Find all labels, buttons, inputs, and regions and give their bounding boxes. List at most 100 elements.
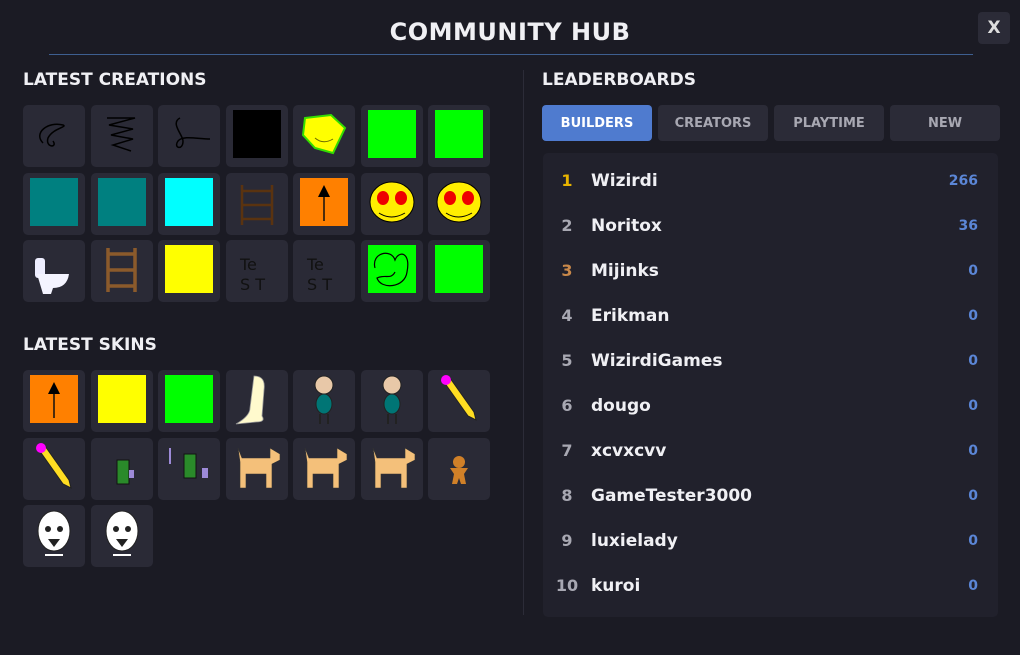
leaderboard-row[interactable]: 2 Noritox 36	[543, 203, 998, 248]
skin-tile[interactable]	[293, 370, 355, 432]
skin-tile[interactable]	[23, 505, 85, 567]
score: 0	[968, 532, 978, 549]
rank: 6	[561, 396, 573, 415]
skin-tile[interactable]	[360, 436, 423, 502]
player-name: xcvxcvv	[591, 440, 667, 461]
player-name: Noritox	[591, 215, 662, 236]
score: 0	[968, 577, 978, 594]
rank: 1	[561, 171, 573, 190]
creation-tile[interactable]: Te S T	[293, 240, 355, 302]
skin-tile[interactable]	[158, 370, 220, 432]
skin-tile[interactable]	[158, 437, 220, 500]
leaderboard-row[interactable]: 1 Wizirdi 266	[543, 158, 998, 203]
player-name: GameTester3000	[591, 485, 753, 506]
player-name: WizirdiGames	[591, 350, 723, 371]
test-text-sketch-icon: Te S T	[226, 238, 288, 304]
creation-tile[interactable]	[360, 103, 423, 169]
rank: 7	[561, 441, 573, 460]
skin-tile[interactable]	[23, 370, 85, 432]
player-name: Mijinks	[591, 260, 659, 281]
creation-tile[interactable]: Te S T	[225, 238, 288, 304]
tan-dog-icon	[361, 436, 423, 502]
pencil-icon	[428, 368, 490, 434]
close-button[interactable]: X	[978, 12, 1010, 44]
leaderboard-row[interactable]: 3 Mijinks 0	[543, 248, 998, 293]
svg-text:Te: Te	[306, 255, 324, 274]
score: 0	[968, 397, 978, 414]
skins-grid	[23, 370, 490, 567]
skin-tile[interactable]	[428, 370, 490, 432]
solid-color-icon	[158, 238, 220, 304]
brown-ladder-sketch-icon	[226, 171, 288, 237]
player-name: dougo	[591, 395, 651, 416]
creation-tile[interactable]	[90, 240, 153, 302]
page-title: COMMUNITY HUB	[389, 18, 631, 46]
tan-dog-icon	[293, 436, 355, 502]
creation-tile[interactable]	[293, 172, 355, 235]
solid-color-icon	[226, 103, 288, 169]
solid-color-icon	[158, 368, 220, 434]
creation-tile[interactable]	[158, 240, 220, 302]
score: 0	[968, 262, 978, 279]
skin-tile[interactable]	[225, 436, 288, 502]
yellow-smiley-blob-icon	[293, 103, 355, 169]
creation-tile[interactable]	[293, 105, 355, 167]
creation-tile[interactable]	[225, 103, 288, 169]
skin-tile[interactable]	[225, 370, 288, 432]
creation-tile[interactable]	[428, 240, 490, 302]
creation-tile[interactable]	[23, 105, 85, 167]
creation-tile[interactable]	[23, 172, 85, 235]
skin-tile[interactable]	[23, 436, 85, 502]
leaderboard-tabs: BUILDERS CREATORS PLAYTIME NEW	[542, 105, 1000, 141]
leaderboard-row[interactable]: 10 kuroi 0	[543, 563, 998, 608]
header-divider	[49, 54, 973, 55]
svg-text:Te: Te	[239, 255, 257, 274]
creation-tile[interactable]	[428, 172, 490, 235]
creation-tile[interactable]	[428, 105, 490, 167]
solid-color-icon	[91, 171, 153, 237]
pencil-icon	[23, 436, 85, 502]
tab-playtime[interactable]: PLAYTIME	[774, 105, 884, 141]
tan-dog-icon	[226, 436, 288, 502]
skin-tile[interactable]	[360, 370, 423, 432]
rank: 10	[555, 576, 579, 595]
skin-tile[interactable]	[90, 436, 153, 502]
skin-tile[interactable]	[90, 503, 153, 569]
white-skull-face-icon	[23, 503, 85, 569]
orange-arrow-up-icon	[23, 368, 85, 434]
rank: 8	[561, 486, 573, 505]
tab-creators[interactable]: CREATORS	[658, 105, 768, 141]
tab-new[interactable]: NEW	[890, 105, 1000, 141]
white-skull-face-icon	[91, 503, 153, 569]
skin-tile[interactable]	[428, 437, 490, 500]
leaderboard-row[interactable]: 9 luxielady 0	[543, 518, 998, 563]
player-name: luxielady	[591, 530, 678, 551]
solid-color-icon	[361, 103, 423, 169]
creation-tile[interactable]	[23, 240, 85, 302]
leaderboard-row[interactable]: 8 GameTester3000 0	[543, 473, 998, 518]
leaderboard-row[interactable]: 6 dougo 0	[543, 383, 998, 428]
creation-tile[interactable]	[158, 105, 220, 167]
creation-tile[interactable]	[225, 171, 288, 237]
rank: 4	[561, 306, 573, 325]
skin-tile[interactable]	[293, 436, 355, 502]
zigzag-sketch-icon	[91, 103, 153, 169]
creation-tile[interactable]	[90, 103, 153, 169]
creation-tile[interactable]	[360, 172, 423, 235]
leaderboard-row[interactable]: 5 WizirdiGames 0	[543, 338, 998, 383]
creations-grid: Te S T Te S T	[23, 105, 490, 302]
rank: 2	[561, 216, 573, 235]
leaderboard-row[interactable]: 4 Erikman 0	[543, 293, 998, 338]
leaderboard-row[interactable]: 7 xcvxcvv 0	[543, 428, 998, 473]
skin-tile[interactable]	[90, 370, 153, 432]
svg-text:S T: S T	[240, 275, 265, 294]
creation-tile[interactable]	[360, 240, 423, 302]
score: 0	[968, 487, 978, 504]
green-knight-icon	[91, 436, 153, 502]
bald-man-teal-shirt-icon	[293, 368, 355, 434]
player-name: Erikman	[591, 305, 670, 326]
tab-builders[interactable]: BUILDERS	[542, 105, 652, 141]
creation-tile[interactable]	[90, 171, 153, 237]
creation-tile[interactable]	[158, 172, 220, 235]
latest-creations-heading: LATEST CREATIONS	[23, 70, 207, 90]
